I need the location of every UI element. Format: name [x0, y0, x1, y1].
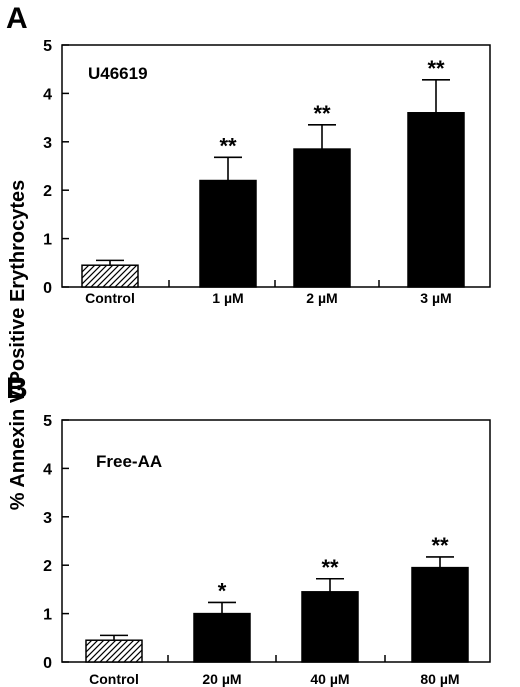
panel-b-inset-label: Free-AA [96, 452, 162, 471]
significance-marker: ** [313, 101, 331, 126]
significance-marker: ** [219, 133, 237, 158]
y-tick-label: 0 [43, 655, 52, 672]
category-label: Control [89, 671, 139, 687]
y-tick-label: 1 [43, 607, 52, 624]
y-tick-label: 0 [43, 280, 52, 297]
y-tick-label: 4 [43, 461, 52, 478]
y-tick-label: 5 [43, 413, 52, 430]
bar-3-m [407, 112, 465, 288]
category-label: 1 µM [212, 290, 243, 306]
category-label: 20 µM [202, 671, 241, 687]
panel-a-inset-label: U46619 [88, 64, 148, 83]
bar-2-m [293, 148, 351, 288]
panel-a-frame [61, 44, 491, 288]
y-tick-label: 3 [43, 135, 52, 152]
y-tick-label: 2 [43, 183, 52, 200]
significance-marker: ** [431, 533, 449, 558]
bar-1-m [199, 179, 257, 288]
category-label: 2 µM [306, 290, 337, 306]
y-tick-label: 3 [43, 510, 52, 527]
bar-20-m [193, 612, 251, 663]
significance-marker: * [218, 578, 227, 603]
y-tick-label: 4 [43, 86, 52, 103]
significance-marker: ** [427, 56, 445, 81]
y-axis-label: % Annexin V-Positive Erythrocytes [7, 180, 29, 510]
category-label: 80 µM [420, 671, 459, 687]
category-label: 3 µM [420, 290, 451, 306]
bar-40-m [301, 591, 359, 663]
panel-b-letter: B [6, 372, 28, 405]
panel-a-bars: 0 1 2 3 4 5 Control ** 1 µM ** 2 µM ** 3 µM [43, 38, 465, 306]
panel-b: B Free-AA 0 1 2 3 4 5 Control * 20 µM ** 40 µM ** 80… [6, 372, 491, 687]
y-tick-label: 1 [43, 232, 52, 249]
category-label: 40 µM [310, 671, 349, 687]
category-label: Control [85, 290, 135, 306]
bar-control [81, 264, 139, 288]
y-tick-label: 2 [43, 558, 52, 575]
panel-a: A U46619 0 1 2 3 4 5 Control ** 1 µM ** 2 µM ** 3 µM [6, 2, 491, 306]
panel-b-bars: 0 1 2 3 4 5 Control * 20 µM ** 40 µM ** 80 µM [43, 413, 469, 687]
bar-80-m [411, 566, 469, 663]
significance-marker: ** [321, 555, 339, 580]
bar-control [85, 639, 143, 663]
y-tick-label: 5 [43, 38, 52, 55]
panel-a-letter: A [6, 2, 28, 35]
